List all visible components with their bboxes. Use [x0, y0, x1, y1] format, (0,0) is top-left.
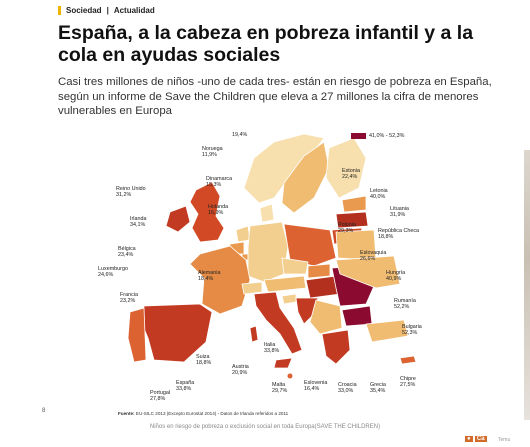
label-espana: España 33,8% [176, 380, 195, 393]
section-separator: | [106, 6, 109, 15]
label-eslovaquia: Eslovaquia 26,6% [360, 250, 387, 263]
label-belgica: Bélgica 23,4% [118, 246, 136, 259]
label-rep-checa: República Checa 18,8% [378, 228, 420, 241]
side-image-strip[interactable] [524, 150, 530, 420]
label-bulgaria: Bulgaria 52,3% [402, 324, 422, 337]
label-suiza: Suiza 18,8% [196, 354, 212, 367]
label-hungria: Hungría 40,9% [386, 270, 406, 283]
label-irlanda: Irlanda 34,1% [130, 216, 147, 229]
label-malta: Malta 29,7% [272, 382, 288, 395]
region-polonia [283, 223, 337, 267]
region-portugal [127, 307, 147, 363]
region-holanda [235, 225, 251, 243]
label-alemania: Alemania 18,4% [198, 270, 221, 283]
region-eslovaquia [307, 263, 331, 279]
label-grecia: Grecia 35,4% [370, 382, 386, 395]
section-main[interactable]: Sociedad [66, 6, 102, 15]
region-grecia [321, 329, 351, 365]
region-francia [189, 245, 251, 315]
region-italia [253, 291, 303, 355]
legend-swatch [351, 133, 366, 139]
section-sub[interactable]: Actualidad [113, 6, 155, 15]
label-reino-unido: Reino Unido 31,2% [116, 186, 146, 199]
label-austria: Austria 20,9% [232, 364, 249, 377]
region-dinamarca [259, 203, 275, 223]
region-malta [287, 373, 293, 379]
left-margin-mark: 8 [42, 408, 46, 414]
article-headline: España, a la cabeza en pobreza infantil … [58, 22, 474, 66]
label-italia: Italia 33,8% [264, 342, 280, 355]
map-legend: 41,0% - 52,3% [351, 133, 404, 139]
region-austria [263, 275, 307, 293]
ad-sub-label: Temu [498, 437, 511, 443]
label-top-value: 19,4% [232, 132, 248, 138]
region-bulgaria [341, 305, 373, 327]
label-rumania: Rumanía 52,2% [394, 298, 416, 311]
source-text: EU-SILC 2013 (Excepto Eurostat 2014) - D… [135, 411, 289, 416]
label-letonia: Letonia 40,0% [370, 188, 388, 201]
section-tag[interactable]: Sociedad | Actualidad [58, 6, 155, 15]
section-bar [58, 6, 61, 15]
region-estonia [341, 195, 367, 213]
region-balcanes [309, 299, 343, 335]
map-svg [127, 133, 417, 379]
label-lituania: Lituania 31,9% [390, 206, 409, 219]
label-dinamarca: Dinamarca 15,3% [206, 176, 233, 189]
image-caption: Niños en riesgo de pobreza o exclusión s… [149, 424, 381, 430]
label-chipre: Chipre 27,5% [400, 376, 416, 389]
label-noruega: Noruega 11,9% [202, 146, 223, 159]
region-rep-checa [281, 257, 309, 275]
source-prefix: Fuente: [118, 411, 135, 416]
region-alemania [247, 221, 289, 283]
label-croacia: Croacia 33,0% [338, 382, 357, 395]
region-letonia [335, 211, 369, 229]
region-irlanda [165, 205, 191, 233]
ad-badge[interactable]: ● Ca [465, 433, 487, 442]
europe-poverty-map: 19,4% Noruega 11,9% Dinamarca 15,3% Holand… [98, 128, 430, 416]
region-sweden [281, 141, 330, 214]
region-ucrania [335, 255, 401, 289]
label-luxemburgo: Luxemburgo 24,6% [98, 266, 128, 279]
label-portugal: Portugal 27,8% [150, 390, 171, 403]
region-croacia [295, 297, 319, 325]
label-eslovenia: Eslovenia 16,4% [304, 380, 328, 393]
ad-badge-icon: ● [465, 436, 473, 442]
map-source: Fuente: EU-SILC 2013 (Excepto Eurostat 2… [118, 411, 288, 416]
label-polonia: Polonia 29,3% [338, 222, 356, 235]
label-holanda: Holanda 16,9% [208, 204, 229, 217]
region-suiza [241, 281, 263, 295]
region-reino-unido [189, 181, 225, 243]
region-eslovenia [281, 293, 297, 305]
region-turquia [365, 319, 409, 343]
article-subtitle: Casi tres millones de niños -uno de cada… [58, 76, 492, 117]
label-francia: Francia 23,2% [120, 292, 138, 305]
region-chipre [399, 355, 417, 365]
region-cerdena [249, 325, 259, 343]
legend-label: 41,0% - 52,3% [369, 133, 405, 139]
region-sicilia [273, 357, 293, 369]
label-estonia: Estonia 22,4% [342, 168, 360, 181]
ad-badge-text: Ca [474, 436, 487, 442]
